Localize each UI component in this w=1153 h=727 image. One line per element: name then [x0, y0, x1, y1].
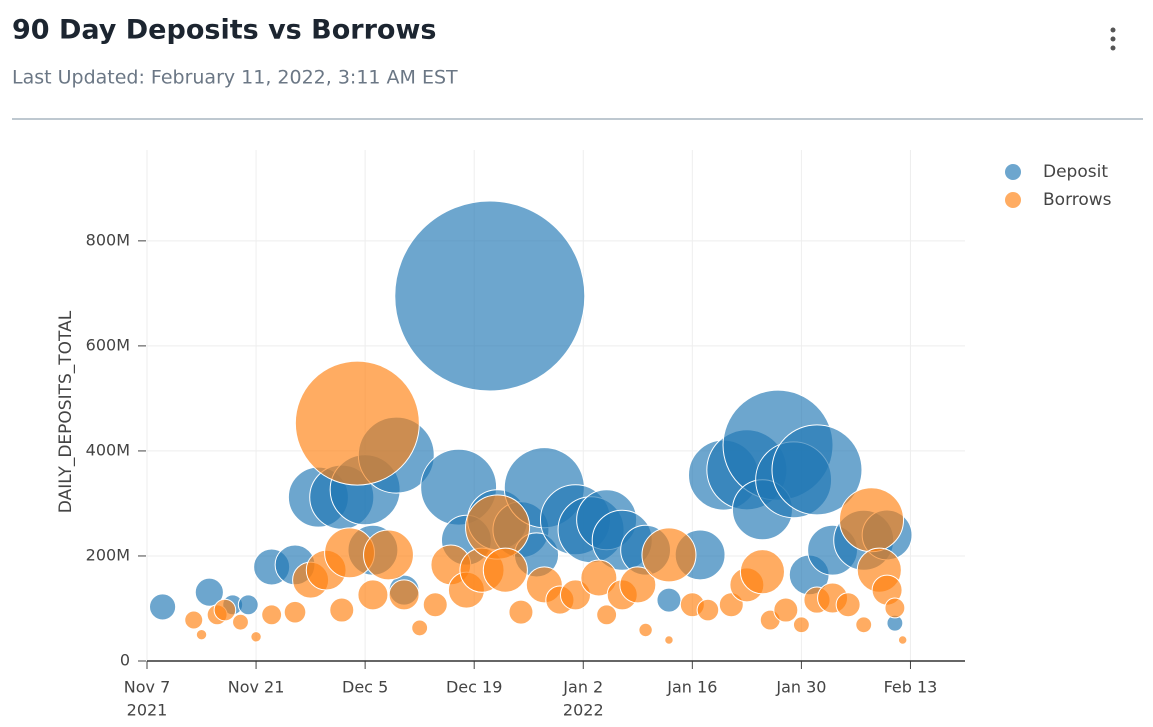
series-0: [149, 200, 913, 632]
x-tick-label: Jan 16: [666, 678, 717, 697]
menu-button[interactable]: [1110, 27, 1116, 51]
last-updated: Last Updated: February 11, 2022, 3:11 AM…: [12, 67, 458, 89]
bubble: [855, 616, 873, 634]
bubble: [261, 604, 283, 626]
x-tick-label: Jan 30: [775, 678, 826, 697]
y-tick-label: 400M: [86, 440, 130, 459]
x-tick-year: 2021: [127, 701, 168, 720]
bubble: [508, 599, 534, 625]
bubble: [283, 600, 307, 624]
y-tick-label: 200M: [86, 545, 130, 564]
bubble: [619, 566, 657, 604]
bubble: [250, 631, 262, 643]
chart-title: 90 Day Deposits vs Borrows: [12, 15, 436, 46]
bubble: [294, 360, 420, 486]
bubble: [388, 579, 420, 611]
bubble: [394, 200, 586, 392]
bubble: [184, 610, 204, 630]
x-tick-label: Dec 19: [446, 678, 502, 697]
bubble: [773, 597, 799, 623]
bubble: [411, 619, 429, 637]
bubble: [422, 592, 448, 618]
legend-marker: [1005, 164, 1021, 180]
bubble: [194, 577, 224, 607]
y-axis-label: DAILY_DEPOSITS_TOTAL: [56, 310, 76, 513]
bubble: [884, 597, 906, 619]
bubble: [835, 592, 861, 618]
x-tick-label: Dec 5: [342, 678, 388, 697]
y-tick-label: 800M: [86, 230, 130, 249]
legend-label: Borrows: [1043, 190, 1112, 210]
bubble: [482, 547, 528, 593]
legend-marker: [1005, 192, 1021, 208]
y-tick-label: 600M: [86, 335, 130, 354]
bubble: [329, 597, 355, 623]
bubble: [641, 527, 697, 583]
x-tick-label: Nov 7: [124, 678, 171, 697]
x-tick-label: Nov 21: [228, 678, 285, 697]
bubble: [739, 549, 785, 595]
bubble: [664, 635, 674, 645]
x-tick-year: 2022: [563, 701, 604, 720]
bubble: [596, 604, 618, 626]
bubble: [195, 629, 208, 641]
bubble: [357, 579, 389, 611]
bubble: [363, 529, 414, 581]
bubble: [232, 613, 249, 631]
legend-label: Deposit: [1043, 162, 1108, 182]
bubble: [792, 616, 810, 634]
bubble: [897, 635, 908, 645]
x-tick-label: Feb 13: [884, 678, 938, 697]
bubble: [638, 622, 653, 638]
bubble: [149, 593, 177, 621]
bubble: [237, 594, 259, 616]
bubble: [580, 559, 618, 597]
bubble: [771, 424, 863, 516]
x-tick-label: Jan 2: [562, 678, 603, 697]
bubble: [838, 487, 905, 553]
bubble: [696, 598, 720, 622]
y-tick-label: 0: [120, 651, 130, 670]
series-1: [184, 360, 908, 645]
bubble: [656, 587, 682, 613]
bubble: [213, 598, 237, 622]
